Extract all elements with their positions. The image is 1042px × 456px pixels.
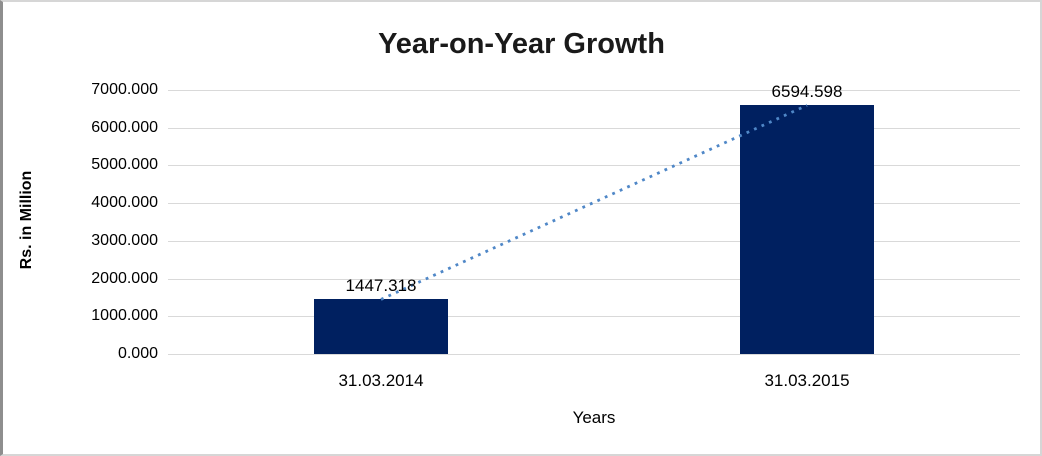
y-tick-label: 6000.000	[91, 118, 158, 136]
data-label: 6594.598	[771, 82, 843, 102]
y-tick-label: 3000.000	[91, 231, 158, 249]
gridline	[168, 203, 1020, 205]
y-tick-label: 5000.000	[91, 156, 158, 174]
y-tick-label: 1000.000	[91, 307, 158, 325]
y-tick-label: 7000.000	[91, 81, 158, 98]
bar-31.03.2014	[314, 299, 448, 354]
trendline	[380, 104, 808, 301]
x-tick-label: 31.03.2015	[764, 371, 850, 390]
y-tick-label: 0.000	[117, 345, 158, 362]
gridline	[168, 316, 1020, 318]
chart-title: Year-on-Year Growth	[378, 28, 665, 60]
x-axis-title: Years	[572, 408, 616, 427]
y-tick-label: 2000.000	[91, 269, 158, 287]
gridline	[168, 90, 1020, 91]
x-tick-label: 31.03.2014	[338, 371, 424, 390]
gridline	[168, 240, 1020, 242]
gridline	[168, 127, 1020, 129]
y-axis-title: Rs. in Million	[18, 170, 35, 270]
y-tick-label: 4000.000	[91, 194, 158, 212]
bar-31.03.2015	[740, 105, 874, 354]
gridline	[168, 165, 1020, 167]
gridline	[168, 354, 1020, 355]
gridline	[168, 278, 1020, 280]
data-label: 1447.318	[345, 276, 417, 296]
